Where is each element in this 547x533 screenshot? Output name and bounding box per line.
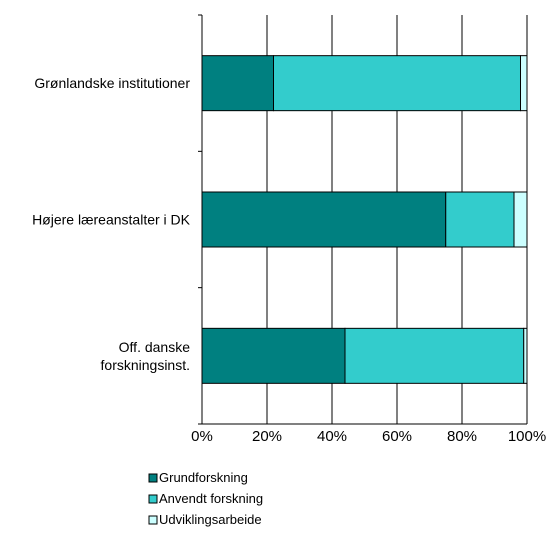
legend-swatch	[148, 473, 158, 483]
bar-segment	[273, 55, 521, 112]
category-label: Grønlandske institutioner	[34, 75, 190, 91]
category-label-line: Højere læreanstalter i DK	[32, 212, 191, 228]
category-label: Højere læreanstalter i DK	[32, 212, 191, 228]
category-label: Off. danske forskningsinst.	[101, 339, 191, 373]
bar-segment	[520, 55, 528, 112]
bar-segment	[523, 327, 528, 384]
category-label-line: forskningsinst.	[101, 357, 190, 373]
legend-label: Udviklingsarbeide	[159, 512, 262, 527]
x-tick-label: 20%	[252, 428, 282, 445]
bar-segment	[201, 191, 447, 248]
bar-segment	[513, 191, 528, 248]
bar-segment	[344, 327, 525, 384]
legend-label: Grundforskning	[159, 470, 248, 485]
x-tick-label: 60%	[382, 428, 412, 445]
legend-swatch	[148, 494, 158, 504]
x-tick-label: 80%	[447, 428, 477, 445]
x-tick-label: 40%	[317, 428, 347, 445]
legend-swatch	[148, 515, 158, 525]
category-label-line: Off. danske	[119, 339, 191, 355]
bar-segment	[201, 55, 274, 112]
category-label-line: Grønlandske institutioner	[34, 75, 190, 91]
legend: Grundforskning Anvendt forskning Udvikling…	[148, 470, 263, 527]
legend-label: Anvendt forskning	[159, 491, 263, 506]
bar-segment	[445, 191, 515, 248]
bar-segment	[201, 327, 346, 384]
x-tick-label: 100%	[508, 428, 546, 445]
x-tick-label: 0%	[191, 428, 213, 445]
